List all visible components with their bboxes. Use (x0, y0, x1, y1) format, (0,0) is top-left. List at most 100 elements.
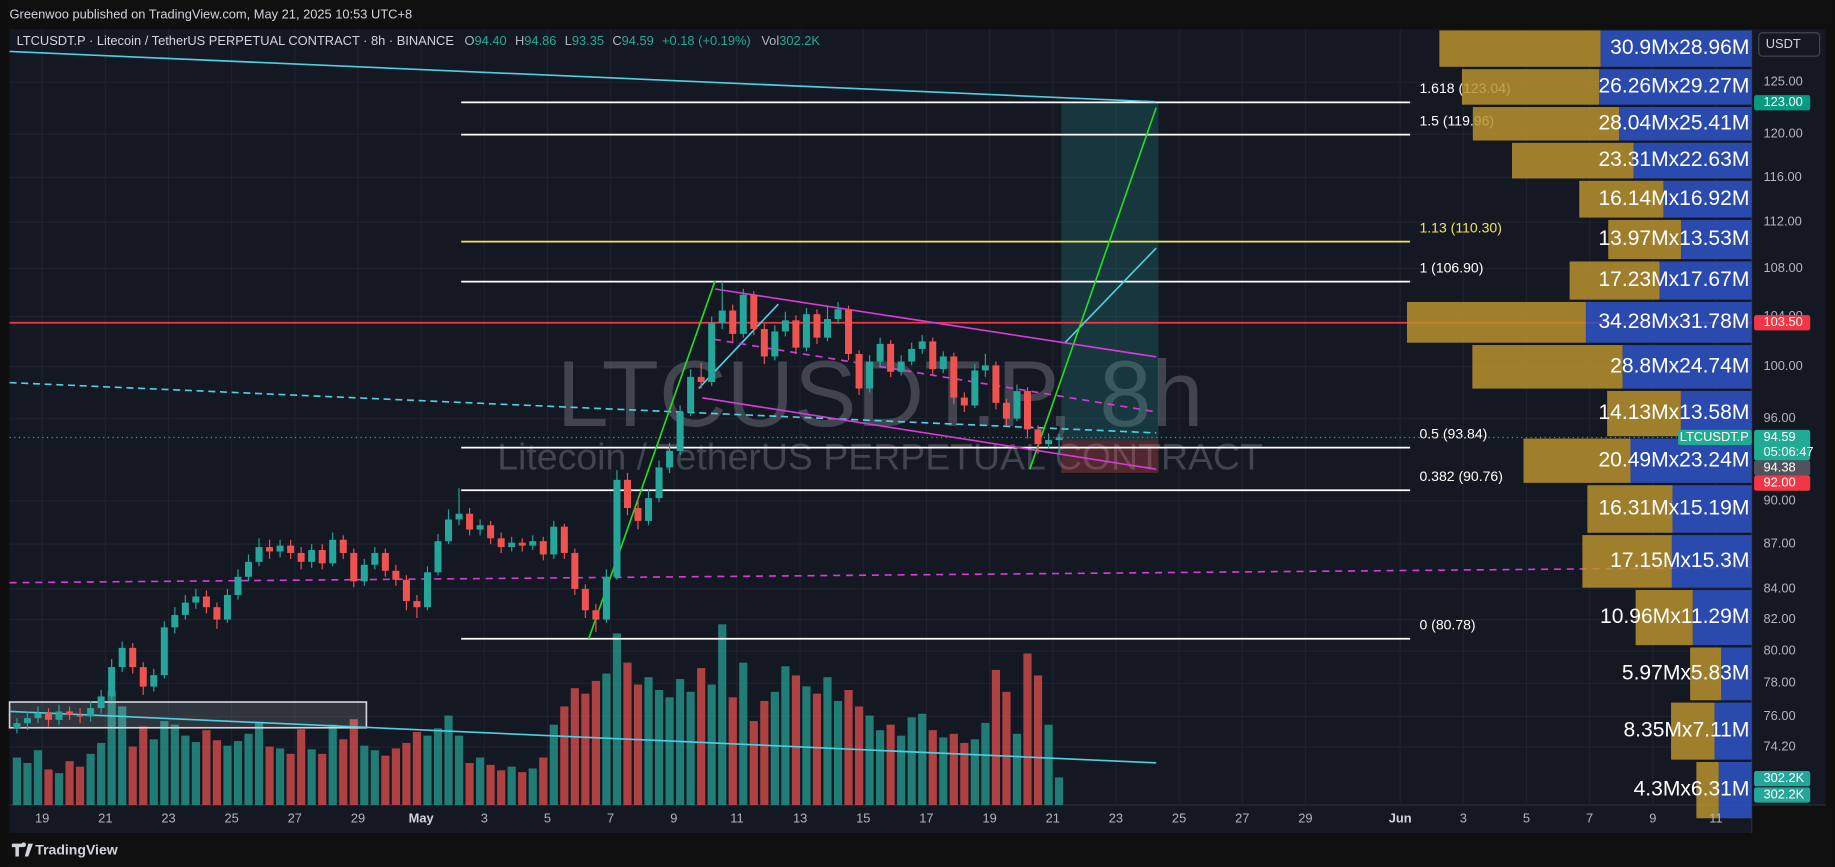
candle-body (350, 552, 358, 582)
candle-body (23, 718, 31, 724)
profile-label: 16.14Mx16.92M (1598, 187, 1749, 210)
profile-label: 34.28Mx31.78M (1598, 310, 1749, 333)
candles (13, 281, 1063, 734)
candle-body (234, 576, 242, 595)
volume-bar (349, 719, 358, 805)
volume-bar (149, 739, 158, 805)
x-tick-label: May (409, 810, 435, 825)
currency-label[interactable]: USDT (1766, 36, 1801, 51)
volume-bar (518, 772, 527, 805)
x-tick-label: 13 (793, 810, 807, 825)
volume-bar (233, 741, 243, 805)
candle-body (371, 552, 379, 565)
volume-bar (560, 706, 569, 805)
volume-tag-label: 302.2K (1763, 786, 1804, 801)
volume-bar (749, 721, 758, 805)
channel-line (713, 338, 1157, 413)
candle-body (339, 539, 347, 553)
profile-buy (1512, 142, 1634, 179)
price-tag (1754, 315, 1811, 331)
volume-bar (33, 750, 43, 805)
x-tick-label: 11 (1709, 810, 1722, 825)
y-tick-label: 96.00 (1763, 410, 1795, 425)
volume-bar (412, 731, 422, 805)
profile-buy (1635, 590, 1693, 646)
price-tag-label: 92.00 (1763, 475, 1795, 490)
volume-bar (476, 757, 485, 805)
volume-bar (602, 673, 611, 805)
volume-bar (844, 689, 853, 805)
volume-bar (286, 753, 295, 805)
trend-line (1029, 107, 1157, 470)
candle-body (939, 356, 947, 370)
profile-buy (1472, 345, 1623, 389)
volume-bar (728, 697, 737, 805)
volume-bar (444, 715, 453, 805)
candle-body (66, 711, 74, 715)
volume-bar (833, 700, 843, 805)
candle-body (676, 412, 684, 451)
volume-bar (191, 742, 200, 805)
volume-bar (339, 739, 348, 805)
symbol-title: LTCUSDT.P · Litecoin / TetherUS PERPETUA… (17, 34, 455, 49)
candle-body (613, 479, 621, 577)
candle-body (634, 508, 642, 521)
volume-bar (97, 742, 106, 805)
y-tick-label: 112.00 (1763, 214, 1801, 229)
candle-body (244, 561, 253, 577)
volume-bar (865, 715, 874, 805)
candle-body (992, 365, 1000, 403)
ohlc-value: 94.40 (475, 34, 507, 49)
candle-body (139, 667, 147, 687)
candle-body (413, 601, 421, 608)
currency-button[interactable]: USDT (1758, 32, 1821, 57)
candle-body (866, 361, 874, 389)
candle-body (1045, 440, 1053, 445)
candle-body (697, 376, 705, 383)
ohlc-key: C (612, 34, 621, 49)
candle-body (434, 541, 442, 573)
y-tick-label: 80.00 (1763, 642, 1795, 657)
volume-bar (907, 717, 916, 805)
currency-box[interactable] (1758, 32, 1821, 57)
candle-body (108, 667, 116, 697)
profile-label: 20.49Mx23.24M (1598, 448, 1749, 471)
candle-body (739, 294, 747, 334)
profile-label: 10.96Mx11.29M (1600, 605, 1749, 628)
symbol-tag (1678, 429, 1752, 446)
fib-label: 1 (106.90) (1419, 259, 1483, 275)
profile-sell (1714, 702, 1752, 760)
volume-bar (697, 668, 706, 805)
price-tag (1754, 460, 1811, 476)
volume-bar (970, 739, 979, 805)
candle-body (360, 564, 368, 582)
volume-bar (960, 742, 969, 805)
position-profit (1061, 102, 1159, 441)
candle-body (971, 370, 979, 406)
x-tick-label: 19 (982, 810, 996, 825)
fib-label: 0.5 (93.84) (1419, 425, 1487, 441)
candle-body (255, 547, 263, 562)
volume-bar (75, 766, 85, 805)
candle-body (266, 547, 274, 552)
profile-label: 30.9Mx28.96M (1610, 36, 1749, 59)
profile-sell (1585, 301, 1752, 343)
volume-bar (739, 662, 748, 805)
candle-body (318, 550, 326, 564)
profile-label: 4.3Mx6.31M (1634, 778, 1750, 801)
candle-body (750, 294, 758, 329)
candle-body (802, 314, 810, 348)
volume-bar (654, 689, 664, 805)
y-tick-label: 76.00 (1763, 708, 1795, 723)
candle-body (845, 309, 853, 354)
profile-buy (1608, 219, 1682, 260)
volume-bar (118, 706, 127, 805)
price-tag-label: 103.50 (1763, 314, 1802, 329)
volume-bar (991, 669, 1001, 805)
volume-bar (128, 746, 137, 805)
volume-bar (265, 746, 274, 805)
candle-body (287, 545, 295, 553)
profile-sell (1630, 438, 1752, 483)
profile-buy (1472, 107, 1620, 141)
